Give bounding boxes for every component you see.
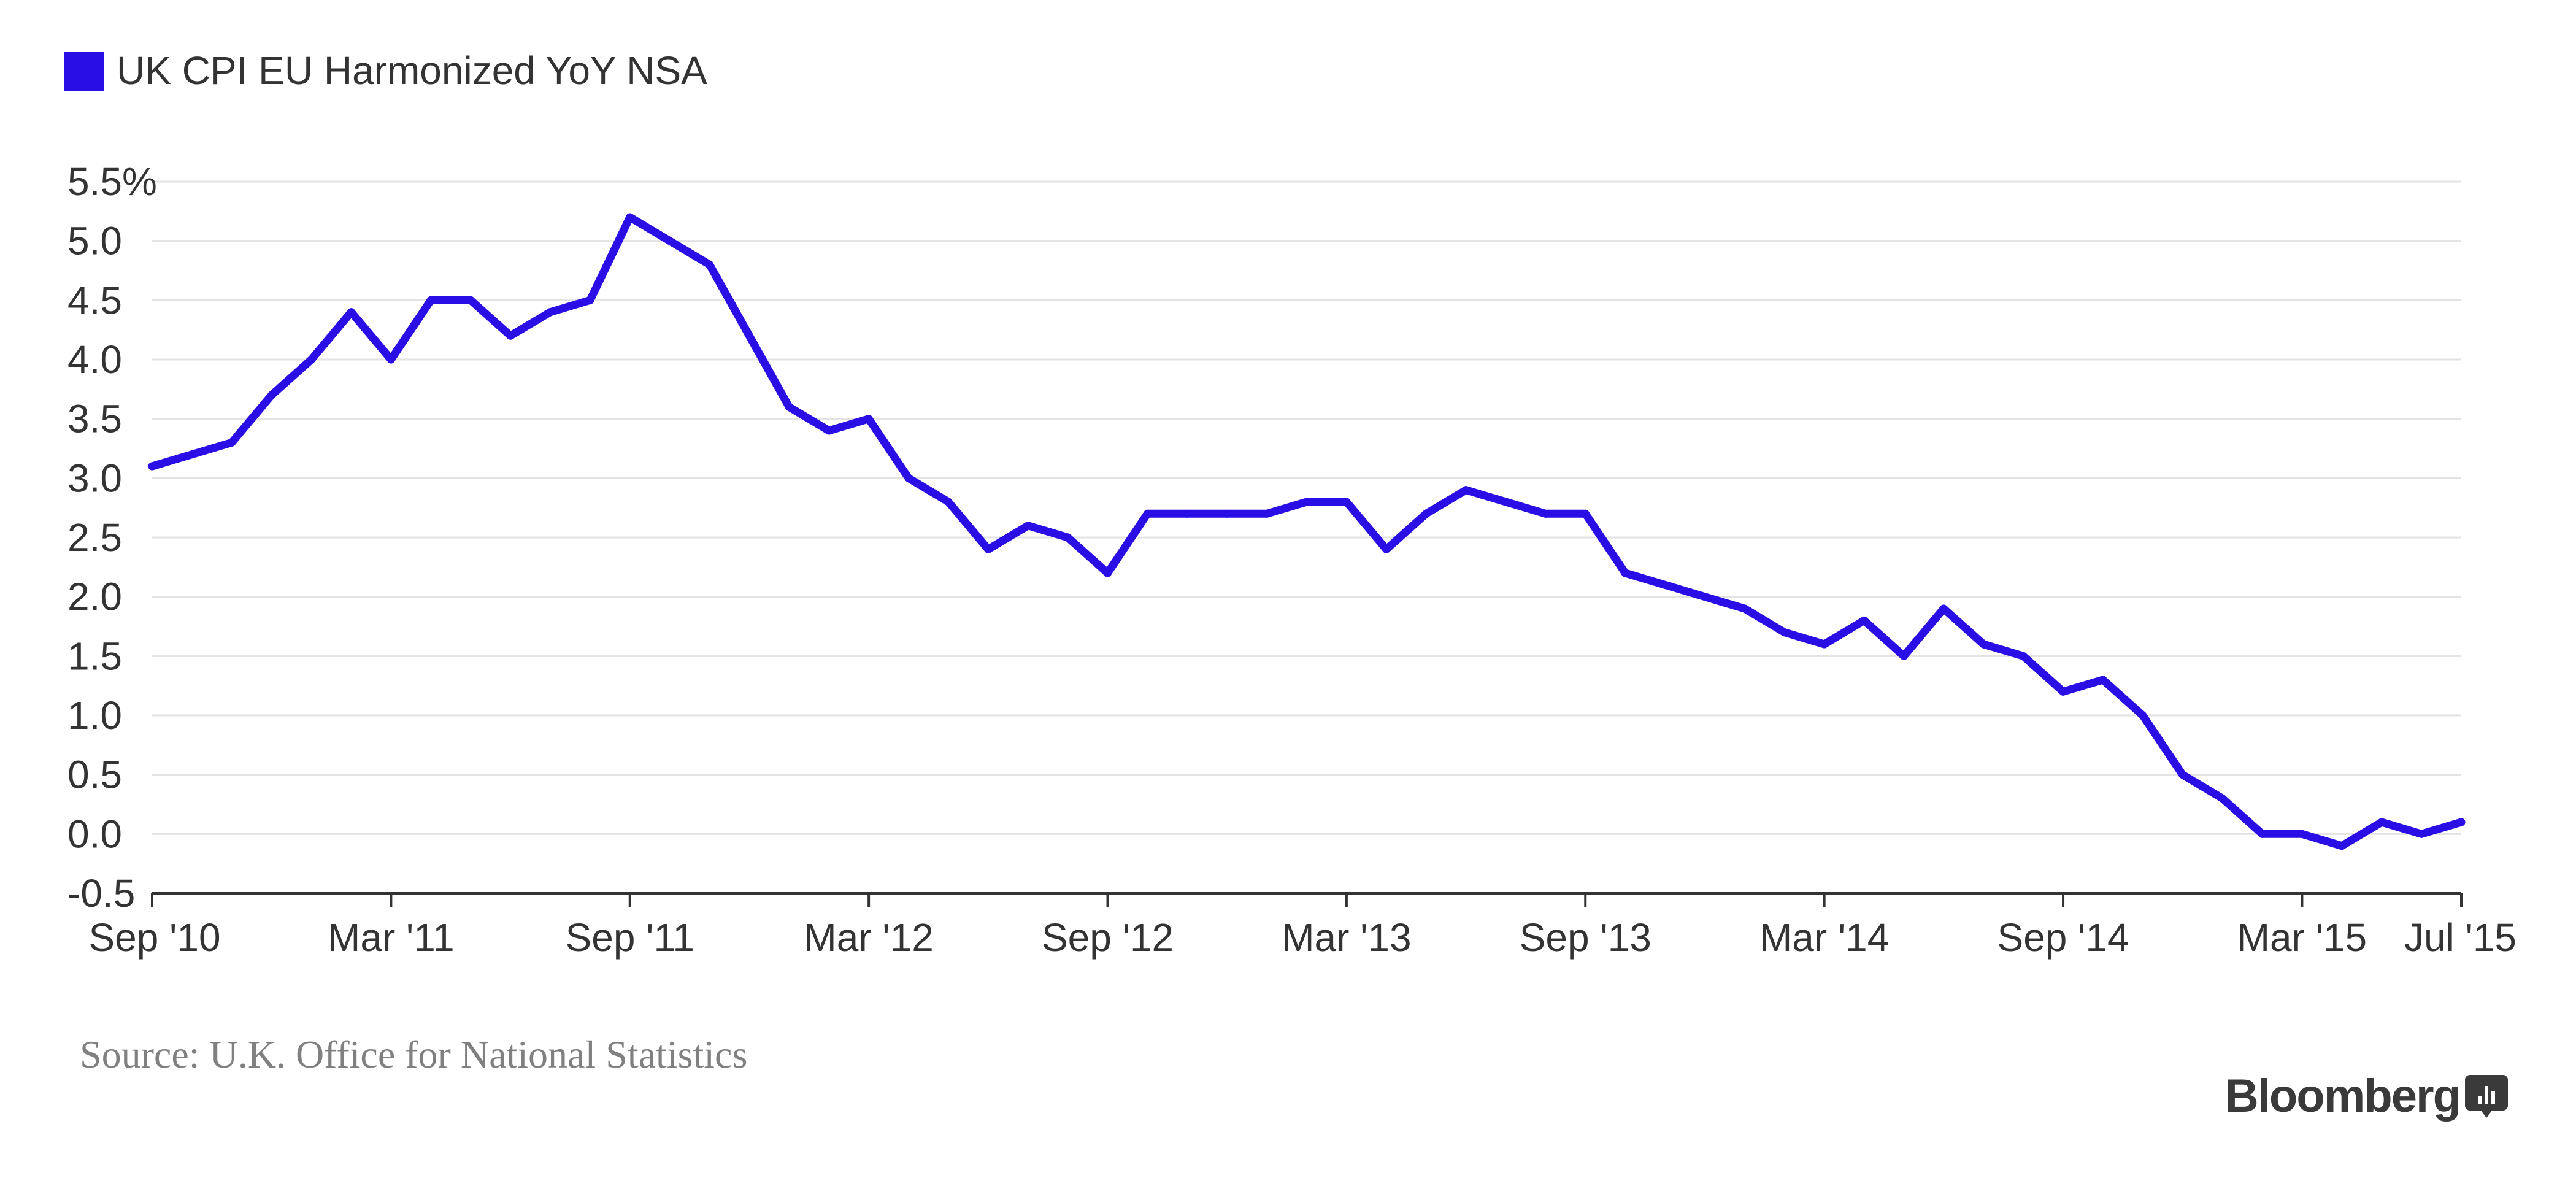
y-tick-label: 2.0 [67,575,122,619]
data-point [2457,818,2466,826]
x-axis [151,892,2463,907]
data-point [2139,711,2147,720]
y-tick-label: 1.5 [67,634,122,678]
data-point [1621,569,1629,577]
data-point [1183,509,1191,518]
data-point [1701,593,1709,601]
data-point [2337,842,2346,850]
y-tick-label: 3.5 [67,397,122,441]
data-point [626,213,634,221]
data-point [984,545,993,553]
data-point [307,355,316,364]
data-point [506,331,515,340]
data-point [1223,509,1231,518]
x-tick-label: Sep '11 [566,915,694,960]
data-point [2297,830,2306,838]
data-point [1104,569,1112,577]
data-point [2019,652,2028,660]
data-point [1899,652,1908,660]
y-tick-label: -0.5 [67,871,135,915]
data-point [864,415,873,423]
data-point [1302,498,1311,506]
bloomberg-chart-icon [2465,1075,2508,1118]
gridlines [152,180,2461,835]
legend-swatch [64,52,104,91]
data-point [1541,509,1550,518]
x-tick-label: Mar '12 [804,915,933,960]
y-tick-label: 4.0 [67,337,122,382]
source-note: Source: U.K. Office for National Statist… [80,1033,747,1076]
data-point [1661,580,1669,589]
data-point [1860,616,1869,625]
data-point [1780,628,1789,637]
data-point [228,438,236,447]
data-point [1064,533,1072,542]
data-point [2178,771,2187,779]
data-point [1581,509,1590,518]
y-tick-label: 2.5 [67,515,122,560]
data-point [148,462,156,471]
data-point [1462,486,1471,495]
y-tick-label: 5.0 [67,219,122,263]
x-tick-label: Jul '15 [2404,915,2516,960]
data-point [2258,830,2267,838]
data-point [825,426,833,435]
brand-wordmark: Bloomberg [2225,1070,2460,1122]
data-point [1501,498,1510,506]
x-tick-label: Mar '13 [1282,915,1411,960]
data-point [426,296,435,304]
data-point [2218,794,2227,803]
data-point [706,260,714,269]
data-point [666,237,674,245]
legend: UK CPI EU Harmonized YoY NSA [64,48,707,93]
data-point [546,308,555,317]
x-tick-label: Sep '13 [1520,915,1651,960]
data-point [944,498,953,506]
data-point [1979,640,1988,649]
y-tick-label: 0.5 [67,753,122,797]
data-point [2059,687,2067,696]
data-point [1342,498,1351,506]
x-axis-labels: Sep '10 Mar '11 Sep '11 Mar '12 Sep '12 Mar '… [88,915,2516,960]
y-axis-labels: 5.5% 5.0 4.5 4.0 3.5 3.0 2.5 2.0 1.5 1.0 0.5 0.0 -0.… [67,160,157,915]
y-tick-label: 1.0 [67,693,122,737]
series-layer [148,213,2466,850]
y-tick-label: 0.0 [67,812,122,856]
data-point [1939,604,1948,613]
x-tick-label: Mar '11 [328,915,455,960]
data-point [904,474,913,482]
data-point [2099,676,2107,684]
series-line-uk-cpi [148,213,2466,850]
data-point [1143,509,1152,518]
data-point [1024,522,1032,530]
data-point [386,355,395,364]
data-point [1820,640,1829,649]
x-tick-label: Sep '12 [1042,915,1174,960]
x-tick-label: Sep '14 [1997,915,2129,960]
data-point [586,296,594,304]
y-tick-label: 4.5 [67,278,122,322]
y-tick-label: 3.0 [67,456,122,500]
data-point [347,308,355,317]
data-point [1422,509,1431,518]
x-tick-label: Mar '14 [1759,915,1889,960]
data-point [745,331,753,340]
data-point [188,450,196,459]
y-tick-label: 5.5% [67,160,157,204]
x-tick-label: Sep '10 [88,915,220,960]
data-point [1382,545,1391,553]
data-point [1263,509,1271,518]
data-point [785,402,793,411]
legend-label: UK CPI EU Harmonized YoY NSA [117,48,707,93]
data-point [267,391,276,399]
data-point [466,296,475,304]
brand-logo: Bloomberg [2225,1070,2508,1122]
data-point [1740,604,1749,613]
data-point [2417,830,2426,838]
x-tick-label: Mar '15 [2237,915,2367,960]
data-point [2377,818,2386,826]
